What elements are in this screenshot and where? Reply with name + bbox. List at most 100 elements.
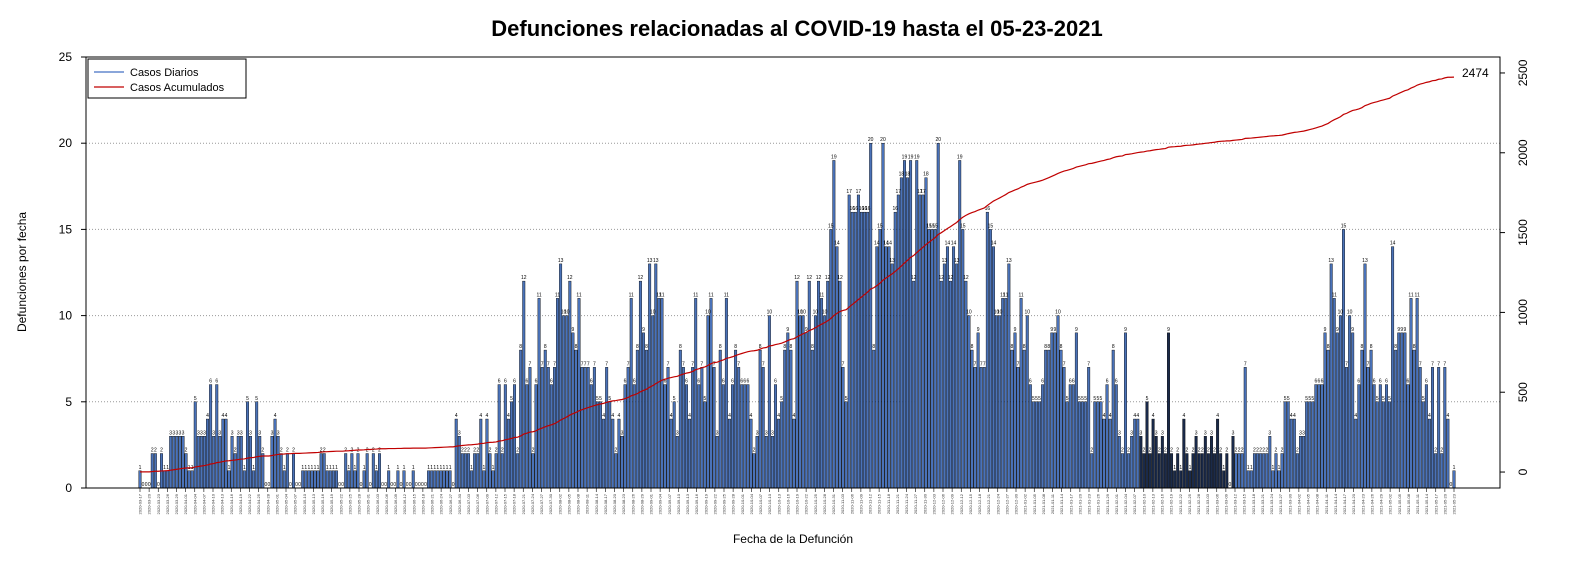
x-tick-label: 2020-06-21 — [430, 493, 435, 514]
bar-value-label: 6 — [550, 379, 553, 385]
bar-value-label: 3 — [1302, 430, 1305, 436]
bar-value-label: 0 — [452, 482, 455, 488]
bar — [1163, 453, 1167, 489]
x-tick-label: 2021-01-14 — [1059, 493, 1064, 514]
bar — [755, 436, 759, 489]
bar — [1167, 332, 1170, 489]
bar — [1071, 384, 1075, 489]
bar-value-label: 9 — [1075, 327, 1078, 333]
bar — [442, 470, 446, 489]
bar-value-label: 1 — [1453, 465, 1456, 471]
bar-value-label: 0 — [145, 482, 148, 488]
bar-value-label: 17 — [917, 189, 923, 195]
bar — [921, 194, 925, 489]
grid-lines — [86, 142, 1500, 403]
bar — [1013, 332, 1017, 489]
bar-value-label: 3 — [182, 430, 185, 436]
bar-value-label: 11 — [1332, 292, 1337, 298]
x-tick-label: 2020-12-03 — [931, 493, 936, 514]
bar-value-label: 3 — [1232, 430, 1235, 436]
bar-value-label: 0 — [1450, 482, 1453, 488]
x-tick-label: 2020-05-07 — [293, 493, 298, 514]
bar-value-label: 0 — [384, 482, 387, 488]
bar-value-label: 7 — [983, 361, 986, 367]
bar-value-label: 3 — [1161, 430, 1164, 436]
bar-value-label: 15 — [877, 223, 883, 229]
bar-value-label: 6 — [504, 379, 507, 385]
bar — [758, 349, 762, 489]
bar-value-label: 2 — [753, 448, 756, 454]
bar — [777, 418, 781, 489]
bar-value-label: 1 — [335, 465, 338, 471]
bar — [460, 453, 464, 489]
x-tick-label: 2020-07-03 — [466, 493, 471, 514]
bar-value-label: 9 — [1124, 327, 1127, 333]
bar — [1120, 453, 1124, 489]
bar — [1348, 315, 1352, 489]
x-tick-label: 2020-10-07 — [758, 493, 763, 514]
bar — [427, 470, 431, 489]
bar-value-label: 5 — [246, 396, 249, 402]
bar — [1351, 332, 1355, 489]
bar-value-label: 2 — [1121, 448, 1124, 454]
bar — [688, 418, 692, 489]
x-tick-label: 2020-09-28 — [731, 493, 736, 514]
bar-value-label: 4 — [222, 413, 225, 419]
y-tick-label: 25 — [59, 50, 73, 64]
x-tick-label: 2020-09-16 — [694, 493, 699, 514]
bar — [1234, 453, 1238, 489]
bar-value-label: 4 — [1446, 413, 1449, 419]
bar — [1391, 246, 1395, 489]
bar-value-label: 2 — [1192, 448, 1195, 454]
bar — [1366, 367, 1370, 489]
bar — [436, 470, 440, 489]
bar — [761, 367, 765, 489]
bar — [230, 436, 234, 489]
x-tick-label: 2021-01-26 — [1096, 493, 1101, 514]
bar-value-label: 1 — [363, 465, 366, 471]
bar — [939, 280, 943, 489]
bar — [1108, 418, 1112, 489]
bar-value-label: 1 — [228, 465, 231, 471]
bar-value-label: 1 — [1189, 465, 1192, 471]
bar-value-label: 6 — [685, 379, 688, 385]
bar — [881, 142, 885, 489]
bar — [1409, 298, 1413, 489]
bar — [878, 229, 882, 489]
bar — [770, 436, 774, 489]
bar — [500, 453, 504, 489]
bar-value-label: 1 — [1173, 465, 1176, 471]
bar — [1323, 332, 1327, 489]
bar — [752, 453, 756, 489]
bar — [430, 470, 434, 489]
bar-value-label: 3 — [1195, 430, 1198, 436]
bar — [1222, 470, 1226, 489]
y2-tick-label: 2000 — [1516, 139, 1530, 166]
bar — [955, 263, 959, 489]
bar-value-label: 4 — [206, 413, 209, 419]
bar-value-label: 9 — [1351, 327, 1354, 333]
x-tick-label: 2020-11-24 — [904, 493, 909, 514]
bar-value-label: 2 — [1262, 448, 1265, 454]
bar-value-label: 6 — [1069, 379, 1072, 385]
bar-value-label: 12 — [837, 275, 843, 281]
bar-value-label: 3 — [765, 430, 768, 436]
bar — [1357, 384, 1361, 489]
y-axis-label: Defunciones por fecha — [15, 212, 29, 332]
bar-value-label: 3 — [756, 430, 759, 436]
bar-value-label: 12 — [794, 275, 800, 281]
bar — [829, 229, 833, 489]
bar-value-label: 4 — [455, 413, 458, 419]
bar — [952, 246, 956, 489]
bar-value-label: 0 — [341, 482, 344, 488]
bar-value-label: 2 — [489, 448, 492, 454]
bar — [1065, 401, 1069, 489]
x-tick-label: 2021-05-02 — [1388, 493, 1393, 514]
x-tick-label: 2020-12-06 — [941, 493, 946, 514]
x-tick-label: 2020-08-29 — [639, 493, 644, 514]
bar-value-label: 3 — [1130, 430, 1133, 436]
bar — [1004, 298, 1008, 489]
bar-value-label: 1 — [347, 465, 350, 471]
bar-value-label: 1 — [243, 465, 246, 471]
